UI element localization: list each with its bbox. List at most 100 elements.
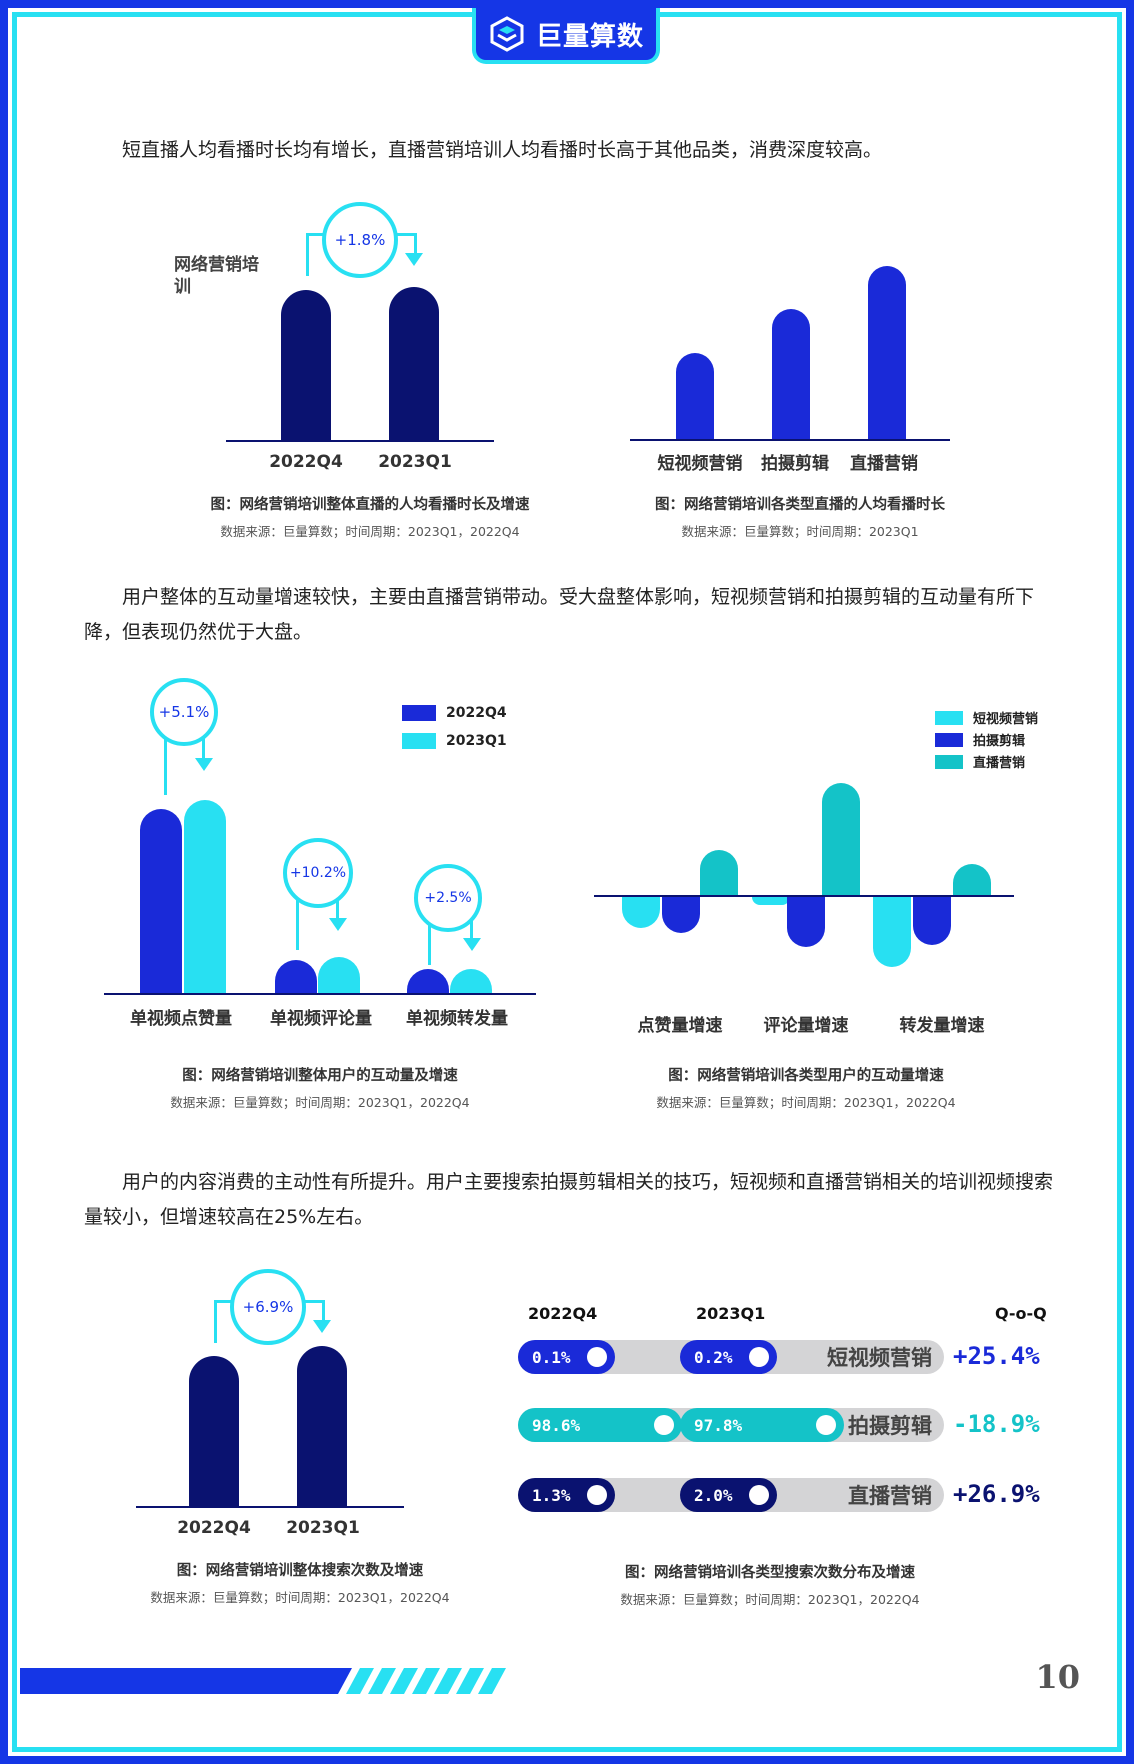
bar [676, 352, 714, 439]
growth-value: +26.9% [953, 1480, 1040, 1508]
paragraph-2: 用户整体的互动量增速较快，主要由直播营销带动。受大盘整体影响，短视频营销和拍摄剪… [84, 580, 1054, 650]
legend-label: 2022Q4 [446, 705, 507, 721]
bar [189, 1356, 239, 1506]
legend-swatch [935, 710, 963, 725]
growth-connector [396, 233, 417, 261]
column-header: 2022Q4 [528, 1304, 598, 1323]
x-axis-line [104, 993, 536, 995]
knob-icon [654, 1415, 674, 1435]
legend-item: 直播营销 [935, 752, 1025, 771]
figure-caption: 图：网络营销培训各类型直播的人均看播时长 [655, 497, 945, 513]
zero-line [594, 895, 1014, 897]
legend-item: 2022Q4 [402, 705, 507, 721]
growth-bubble: +2.5% [414, 864, 482, 932]
knob-icon [587, 1347, 607, 1367]
figure-source: 数据来源：巨量算数；时间周期：2023Q1，2022Q4 [620, 1592, 920, 1607]
header-logo: 巨量算数 [472, 8, 660, 64]
growth-connector [296, 895, 299, 950]
x-tick-label: 单视频评论量 [270, 1009, 372, 1029]
x-tick-label: 拍摄剪辑 [761, 454, 829, 474]
value-label: 2.0% [694, 1485, 733, 1505]
legend-item: 短视频营销 [935, 708, 1038, 727]
x-tick-label: 2023Q1 [378, 452, 452, 472]
figure-source: 数据来源：巨量算数；时间周期：2023Q1，2022Q4 [150, 1590, 450, 1605]
value-pill: 2.0% [680, 1478, 777, 1512]
figure-caption: 图：网络营销培训整体搜索次数及增速 [176, 1563, 424, 1579]
page-number: 10 [1035, 1658, 1080, 1696]
growth-arrow-icon [195, 758, 213, 771]
paragraph-3-text: 用户的内容消费的主动性有所提升。用户主要搜索拍摄剪辑相关的技巧，短视频和直播营销… [84, 1171, 1054, 1228]
legend-swatch [935, 754, 963, 769]
knob-icon [587, 1485, 607, 1505]
bar [622, 897, 660, 928]
value-pill: 97.8% [680, 1408, 844, 1442]
growth-bubble: +10.2% [283, 838, 353, 908]
paragraph-2-text: 用户整体的互动量增速较快，主要由直播营销带动。受大盘整体影响，短视频营销和拍摄剪… [84, 586, 1035, 643]
x-tick-label: 评论量增速 [763, 1016, 849, 1036]
category-label: 拍摄剪辑 [848, 1414, 932, 1438]
bar [662, 897, 700, 934]
x-tick-label: 2022Q4 [177, 1518, 251, 1538]
figure-caption: 图：网络营销培训各类型搜索次数分布及增速 [625, 1565, 915, 1581]
figure-source: 数据来源：巨量算数；时间周期：2023Q1，2022Q4 [170, 1095, 470, 1110]
growth-connector [428, 920, 431, 965]
paragraph-3: 用户的内容消费的主动性有所提升。用户主要搜索拍摄剪辑相关的技巧，短视频和直播营销… [84, 1165, 1054, 1235]
legend-label: 拍摄剪辑 [973, 734, 1026, 749]
knob-icon [816, 1415, 836, 1435]
column-header: 2023Q1 [696, 1304, 766, 1323]
legend-item: 拍摄剪辑 [935, 730, 1025, 749]
growth-arrow-icon [405, 253, 423, 266]
figure-source: 数据来源：巨量算数；时间周期：2023Q1，2022Q4 [220, 524, 520, 539]
category-label: 短视频营销 [827, 1346, 932, 1370]
growth-connector [164, 735, 167, 795]
x-axis-line [136, 1506, 404, 1508]
figure-source: 数据来源：巨量算数；时间周期：2023Q1，2022Q4 [656, 1095, 956, 1110]
bar [318, 956, 360, 993]
x-tick-label: 直播营销 [850, 454, 918, 474]
growth-arrow-icon [463, 938, 481, 951]
bar [822, 783, 860, 895]
legend-swatch [935, 732, 963, 747]
x-tick-label: 2023Q1 [286, 1518, 360, 1538]
figure-caption: 图：网络营销培训整体用户的互动量及增速 [182, 1068, 458, 1084]
x-tick-label: 单视频转发量 [406, 1009, 508, 1029]
x-tick-label: 短视频营销 [657, 454, 743, 474]
figure-caption: 图：网络营销培训各类型用户的互动量增速 [668, 1068, 944, 1084]
bar [389, 287, 439, 440]
paragraph-1: 短直播人均看播时长均有增长，直播营销培训人均看播时长高于其他品类，消费深度较高。 [122, 139, 883, 161]
legend-item: 2023Q1 [402, 733, 507, 749]
x-axis-line [630, 439, 950, 441]
bar [275, 959, 317, 993]
x-tick-label: 转发量增速 [899, 1016, 985, 1036]
series-label: 网络营销培训 [174, 255, 259, 297]
legend-swatch [402, 733, 436, 749]
growth-arrow-icon [329, 918, 347, 931]
footer-stripes [338, 1668, 506, 1694]
bar [700, 850, 738, 895]
bar [873, 897, 911, 967]
bar [752, 897, 790, 906]
knob-icon [749, 1347, 769, 1367]
growth-connector [304, 1300, 325, 1328]
x-tick-label: 单视频点赞量 [130, 1009, 232, 1029]
growth-value: -18.9% [953, 1410, 1040, 1438]
bar [184, 799, 226, 993]
bar [953, 864, 991, 895]
bar [407, 969, 449, 993]
x-tick-label: 2022Q4 [269, 452, 343, 472]
value-label: 97.8% [694, 1415, 743, 1435]
bar [140, 809, 182, 993]
value-label: 0.1% [532, 1347, 571, 1367]
bar [297, 1345, 347, 1506]
category-label: 直播营销 [848, 1484, 932, 1508]
figure-source: 数据来源：巨量算数；时间周期：2023Q1 [681, 524, 919, 539]
x-axis-line [226, 440, 494, 442]
column-header: Q-o-Q [995, 1304, 1047, 1323]
legend-label: 2023Q1 [446, 733, 507, 749]
value-pill: 98.6% [518, 1408, 682, 1442]
value-label: 1.3% [532, 1485, 571, 1505]
bar [868, 266, 906, 439]
bar [913, 897, 951, 945]
logo-text: 巨量算数 [535, 21, 644, 52]
